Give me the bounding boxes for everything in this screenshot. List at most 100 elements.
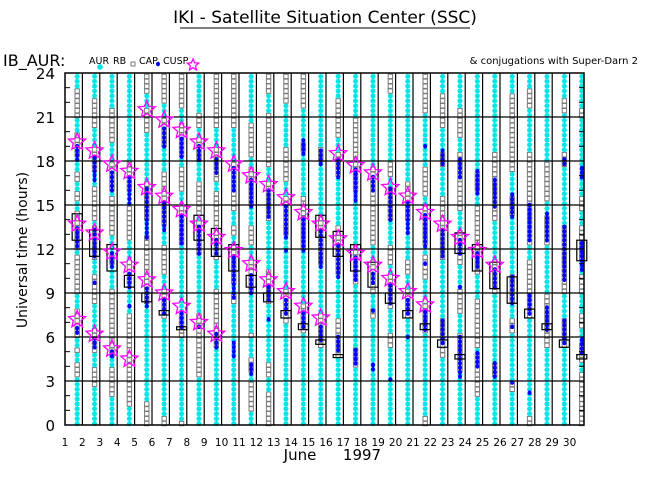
aur-point bbox=[561, 186, 567, 192]
aur-point bbox=[352, 73, 359, 80]
aur-point bbox=[492, 98, 498, 104]
cusp-point bbox=[336, 256, 341, 262]
cusp-point bbox=[370, 366, 375, 372]
cusp-point bbox=[370, 179, 375, 184]
aur-point bbox=[352, 83, 359, 89]
x-tick-label: 27 bbox=[511, 437, 524, 449]
aur-point bbox=[144, 386, 150, 392]
cap-point bbox=[509, 103, 515, 109]
aur-point bbox=[126, 78, 132, 84]
cap-point bbox=[352, 161, 359, 168]
cusp-star bbox=[188, 311, 210, 331]
cap-point bbox=[161, 83, 167, 89]
aur-point bbox=[231, 142, 237, 148]
cap-point bbox=[74, 137, 80, 143]
aur-point bbox=[492, 225, 498, 231]
cap-point bbox=[161, 93, 167, 99]
cap-point bbox=[213, 107, 220, 114]
aur-point bbox=[561, 83, 567, 89]
legend: AUR RB CAP CUSP bbox=[89, 56, 201, 72]
aur-point bbox=[387, 147, 393, 153]
cap-point bbox=[126, 381, 133, 388]
aur-point bbox=[457, 78, 463, 84]
cusp-point bbox=[283, 208, 288, 214]
aur-point bbox=[196, 386, 202, 392]
cusp-point bbox=[196, 251, 201, 256]
aur-point bbox=[492, 147, 498, 153]
cap-point bbox=[248, 259, 254, 265]
cap-point bbox=[387, 337, 394, 344]
aur-point bbox=[405, 156, 411, 163]
cap-point bbox=[144, 406, 150, 412]
aur-point bbox=[509, 352, 515, 358]
cap-point bbox=[561, 151, 568, 158]
aur-point bbox=[248, 416, 254, 422]
cap-point bbox=[126, 225, 133, 231]
aur-point bbox=[109, 406, 115, 412]
aur-point bbox=[457, 137, 463, 143]
cusp-point bbox=[231, 170, 236, 176]
aur-point bbox=[579, 269, 585, 275]
cap-point bbox=[196, 122, 202, 129]
aur-point bbox=[492, 401, 498, 407]
y-tick-label: 18 bbox=[36, 153, 55, 171]
aur-point bbox=[561, 411, 567, 417]
cusp-point bbox=[231, 255, 236, 261]
aur-point bbox=[561, 127, 567, 133]
aur-point bbox=[474, 420, 480, 427]
aur-point bbox=[74, 117, 80, 124]
aur-point bbox=[492, 220, 498, 226]
aur-point bbox=[370, 406, 376, 412]
day-column-9 bbox=[213, 73, 220, 427]
aur-point bbox=[370, 420, 376, 427]
aur-point bbox=[492, 323, 498, 329]
aur-point bbox=[492, 313, 498, 319]
cusp-point bbox=[370, 275, 375, 281]
aur-point bbox=[422, 127, 428, 133]
cap-point bbox=[213, 303, 220, 309]
cusp-point bbox=[562, 224, 567, 230]
aur-point bbox=[457, 93, 463, 99]
aur-point bbox=[335, 147, 341, 153]
aur-point bbox=[318, 357, 324, 363]
aur-point bbox=[283, 323, 289, 329]
cap-point bbox=[144, 88, 150, 94]
aur-point bbox=[544, 117, 550, 124]
aur-point bbox=[492, 93, 498, 99]
aur-point bbox=[561, 220, 567, 226]
chart-title: IKI - Satellite Situation Center (SSC) bbox=[173, 8, 477, 28]
aur-point bbox=[422, 137, 428, 143]
aur-point bbox=[265, 259, 272, 265]
aur-point bbox=[161, 376, 167, 383]
cusp-point bbox=[249, 362, 254, 368]
aur-point bbox=[74, 78, 80, 84]
cusp-point bbox=[283, 234, 288, 240]
aur-point bbox=[178, 244, 185, 251]
aur-point bbox=[91, 142, 98, 148]
cap-point bbox=[213, 205, 220, 212]
cusp-point bbox=[162, 130, 167, 136]
aur-point bbox=[213, 274, 219, 280]
aur-point bbox=[579, 142, 585, 148]
cusp-star bbox=[380, 176, 401, 197]
aur-point bbox=[318, 352, 324, 358]
cap-point bbox=[283, 88, 289, 94]
aur-point bbox=[318, 108, 324, 114]
cusp-point bbox=[544, 220, 549, 226]
cap-point bbox=[109, 371, 115, 378]
aur-point bbox=[422, 357, 428, 363]
aur-point bbox=[526, 386, 533, 392]
cap-point bbox=[248, 391, 254, 397]
cap-point bbox=[509, 127, 515, 133]
cap-point bbox=[335, 323, 341, 329]
aur-point bbox=[318, 200, 324, 207]
aur-point bbox=[265, 108, 272, 114]
cap-point bbox=[509, 98, 515, 104]
aur-point bbox=[178, 249, 185, 256]
aur-point bbox=[579, 98, 585, 104]
aur-point bbox=[370, 73, 376, 80]
legend-aur-label: AUR bbox=[89, 56, 109, 67]
cap-point bbox=[387, 161, 394, 168]
aur-point bbox=[178, 264, 185, 270]
cap-point bbox=[474, 210, 481, 217]
